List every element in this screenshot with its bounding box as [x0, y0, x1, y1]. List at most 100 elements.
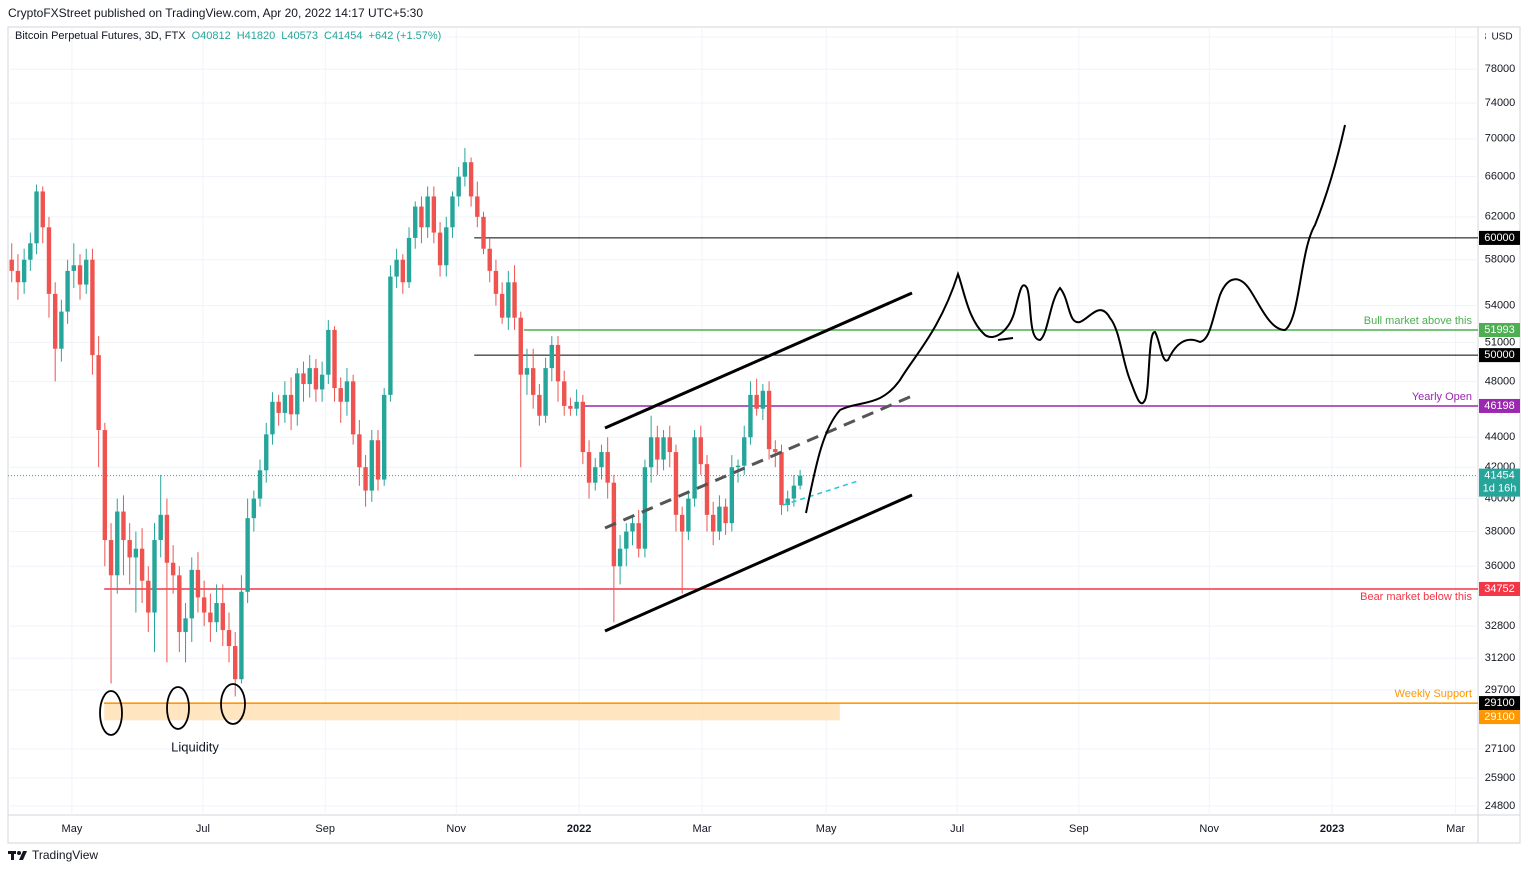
- candle-body: [667, 437, 672, 453]
- price-tag: [1479, 710, 1520, 725]
- candle-body: [537, 394, 542, 416]
- candle-body: [245, 518, 250, 592]
- candle-body: [313, 368, 319, 390]
- candle-body: [748, 394, 753, 438]
- candle-body: [711, 514, 716, 532]
- candle-body: [574, 401, 579, 409]
- y-tick-label: 48000: [1485, 375, 1516, 387]
- ohlc: C41454: [324, 30, 363, 42]
- candle-body: [307, 368, 312, 385]
- candle-body: [468, 162, 474, 197]
- candle-body: [729, 467, 735, 524]
- candle-body: [158, 514, 163, 541]
- footer: TradingView: [8, 848, 98, 862]
- candle-body: [332, 329, 337, 389]
- channel-mid: [604, 394, 913, 530]
- level-label: Yearly Open: [1412, 391, 1472, 403]
- x-tick-label: Sep: [1069, 823, 1089, 835]
- last-price-tag-text: 41454: [1484, 470, 1515, 482]
- candle-body: [102, 430, 108, 541]
- candle-body: [264, 434, 269, 471]
- support-zone: [104, 703, 840, 721]
- level-label: Bear market below this: [1360, 591, 1472, 603]
- candle-body: [220, 603, 225, 631]
- candle-body: [214, 603, 219, 623]
- candle-body: [270, 401, 275, 435]
- candle-body: [568, 405, 573, 409]
- short-trend: [782, 480, 859, 506]
- x-tick-label: Jul: [950, 823, 964, 835]
- candle-body: [599, 452, 604, 468]
- price-tag: [1479, 581, 1520, 596]
- candle-body: [146, 580, 151, 613]
- candle-body: [661, 437, 666, 460]
- candle-body: [444, 227, 449, 266]
- y-tick-label: 51000: [1485, 336, 1516, 348]
- price-tag-text: 50000: [1484, 349, 1515, 361]
- candle-body: [319, 374, 325, 390]
- candle-body: [381, 394, 387, 480]
- price-tag: [1479, 348, 1520, 363]
- y-tick-label: 27100: [1485, 743, 1516, 755]
- candle-body: [301, 373, 306, 385]
- symbol: Bitcoin Perpetual Futures, 3D, FTX: [15, 30, 186, 42]
- candle-body: [698, 437, 703, 465]
- liquidity-circle: [166, 686, 190, 730]
- y-tick-label: 44000: [1485, 431, 1516, 443]
- y-tick-label: 31200: [1485, 652, 1516, 664]
- legend: Bitcoin Perpetual Futures, 3D, FTX O4081…: [15, 30, 441, 42]
- candle-body: [686, 498, 691, 532]
- candle-body: [65, 270, 70, 312]
- candle-body: [282, 394, 288, 413]
- candle-body: [344, 381, 350, 402]
- candle-body: [170, 562, 176, 576]
- candle-body: [797, 475, 803, 486]
- candle-body: [530, 368, 536, 395]
- y-tick-label: 29700: [1485, 684, 1516, 696]
- candle-body: [394, 259, 399, 277]
- candle-body: [276, 401, 281, 413]
- candle-body: [183, 618, 188, 633]
- x-tick-label: Sep: [315, 823, 335, 835]
- candle-body: [754, 394, 759, 409]
- candle-body: [189, 569, 194, 619]
- candle-body: [127, 540, 132, 558]
- x-tick-label: Mar: [1446, 823, 1465, 835]
- candle-body: [475, 196, 480, 217]
- price-tag: [1479, 230, 1520, 245]
- candle-body: [499, 293, 505, 318]
- currency-box: [1486, 30, 1516, 44]
- x-tick-label: May: [816, 823, 837, 835]
- candle-body: [766, 390, 772, 450]
- drawings: Liquidity: [99, 124, 1346, 754]
- price-tag-text: 46198: [1484, 400, 1515, 412]
- candle-body: [425, 196, 430, 228]
- candle-body: [524, 368, 530, 375]
- candle-body: [642, 467, 648, 549]
- candle-body: [108, 540, 114, 576]
- candle-body: [779, 452, 784, 506]
- candle-body: [84, 259, 89, 285]
- candle-body: [239, 591, 244, 680]
- x-tick-label: Jul: [196, 823, 210, 835]
- publisher-line: CryptoFXStreet published on TradingView.…: [8, 6, 424, 20]
- candle-body: [723, 506, 728, 524]
- candle-body: [226, 630, 232, 647]
- x-tick-label: 2023: [1320, 823, 1344, 835]
- candle-body: [562, 381, 567, 406]
- countdown: 1d 16h: [1483, 483, 1517, 495]
- projection-tick: [997, 337, 1014, 341]
- y-tick-label: 78000: [1485, 63, 1516, 75]
- candle-body: [673, 452, 679, 515]
- candle-body: [363, 467, 368, 491]
- candle-body: [77, 265, 83, 285]
- annotation: Liquidity: [171, 739, 219, 754]
- candle-body: [456, 176, 461, 197]
- price-tag: [1479, 322, 1520, 337]
- y-tick-label: 36000: [1485, 560, 1516, 572]
- candle-body: [357, 434, 362, 468]
- candle-body: [605, 452, 610, 483]
- candle-body: [419, 206, 424, 228]
- ohlc: L40573: [281, 30, 318, 42]
